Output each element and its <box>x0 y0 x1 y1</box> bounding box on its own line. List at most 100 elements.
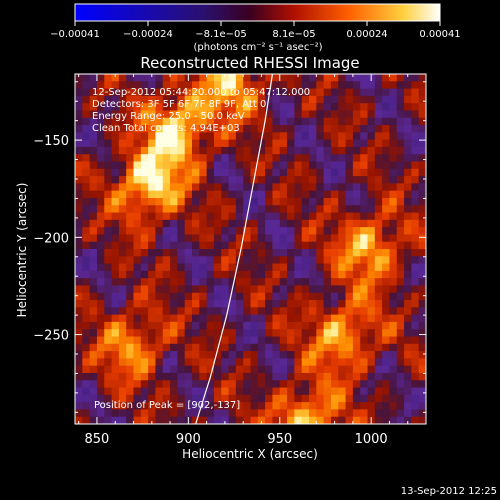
heatmap-cell <box>404 190 412 199</box>
heatmap-cell <box>316 110 325 119</box>
heatmap-cell <box>323 292 332 301</box>
heatmap-cell <box>279 219 288 228</box>
heatmap-cell <box>360 81 368 90</box>
heatmap-cell <box>316 241 325 250</box>
heatmap-cell <box>228 336 237 345</box>
heatmap-cell <box>360 278 368 286</box>
heatmap-cell <box>82 285 91 294</box>
heatmap-cell <box>301 351 310 359</box>
heatmap-cell <box>294 387 303 396</box>
heatmap-cell <box>272 263 281 272</box>
heatmap-cell <box>206 256 215 265</box>
heatmap-cell <box>75 314 83 323</box>
heatmap-cell <box>257 343 266 352</box>
heatmap-cell <box>396 387 405 396</box>
heatmap-cell <box>96 351 105 359</box>
heatmap-cell <box>162 358 171 367</box>
heatmap-cell <box>228 117 237 126</box>
heatmap-cell <box>345 212 354 221</box>
heatmap-cell <box>118 416 127 424</box>
heatmap-cell <box>294 139 303 148</box>
heatmap-cell <box>418 176 426 184</box>
heatmap-cell <box>309 285 317 294</box>
heatmap-cell <box>118 197 127 206</box>
heatmap-cell <box>316 336 325 345</box>
heatmap-cell <box>228 88 237 97</box>
heatmap-cell <box>243 161 251 170</box>
heatmap-cell <box>206 241 215 250</box>
heatmap-cell <box>170 394 178 403</box>
heatmap-cell <box>133 270 142 279</box>
heatmap-cell <box>75 74 83 82</box>
heatmap-cell <box>140 256 149 265</box>
heatmap-cell <box>309 307 317 316</box>
heatmap-cell <box>382 241 390 250</box>
heatmap-cell <box>345 249 354 257</box>
heatmap-cell <box>250 329 259 337</box>
heatmap-cell <box>345 168 354 177</box>
heatmap-cell <box>265 176 273 184</box>
heatmap-cell <box>184 351 193 359</box>
heatmap-cell <box>162 343 171 352</box>
heatmap-cell <box>287 190 295 199</box>
heatmap-cell <box>228 183 237 192</box>
heatmap-cell <box>301 227 310 235</box>
heatmap-cell <box>206 125 215 133</box>
heatmap-cell <box>133 358 142 367</box>
heatmap-cell <box>170 292 178 301</box>
heatmap-cell <box>221 278 230 286</box>
heatmap-cell <box>323 117 332 126</box>
heatmap-cell <box>162 263 171 272</box>
heatmap-cell <box>418 358 426 367</box>
heatmap-cell <box>199 336 208 345</box>
heatmap-cell <box>213 197 222 206</box>
heatmap-cell <box>257 81 266 90</box>
heatmap-cell <box>213 125 222 133</box>
heatmap-cell <box>82 394 91 403</box>
heatmap-cell <box>89 372 98 381</box>
heatmap-cell <box>184 380 193 389</box>
heatmap-cell <box>104 205 113 214</box>
heatmap-cell <box>330 292 339 301</box>
heatmap-cell <box>89 321 98 330</box>
heatmap-cell <box>155 117 164 126</box>
heatmap-cell <box>389 161 398 170</box>
heatmap-cell <box>235 88 244 97</box>
heatmap-cell <box>404 125 412 133</box>
heatmap-cell <box>330 183 339 192</box>
heatmap-cell <box>177 103 186 111</box>
heatmap-cell <box>396 416 405 424</box>
heatmap-cell <box>287 197 295 206</box>
heatmap-cell <box>345 154 354 162</box>
heatmap-cell <box>199 110 208 119</box>
heatmap-cell <box>213 380 222 389</box>
heatmap-cell <box>148 394 156 403</box>
heatmap-cell <box>235 81 244 90</box>
heatmap-cell <box>352 146 361 155</box>
heatmap-cell <box>228 154 237 162</box>
heatmap-cell <box>330 343 339 352</box>
heatmap-cell <box>89 88 98 97</box>
heatmap-cell <box>411 387 420 396</box>
heatmap-cell <box>199 212 208 221</box>
heatmap-cell <box>192 125 200 133</box>
heatmap-cell <box>133 117 142 126</box>
heatmap-cell <box>162 227 171 235</box>
heatmap-cell <box>418 278 426 286</box>
heatmap-cell <box>279 387 288 396</box>
heatmap-cell <box>213 146 222 155</box>
heatmap-cell <box>155 256 164 265</box>
heatmap-cell <box>199 380 208 389</box>
heatmap-cell <box>213 307 222 316</box>
heatmap-cell <box>272 387 281 396</box>
heatmap-cell <box>272 139 281 148</box>
heatmap-cell <box>367 263 376 272</box>
heatmap-cell <box>235 358 244 367</box>
heatmap-cell <box>140 263 149 272</box>
heatmap-cell <box>389 176 398 184</box>
heatmap-cell <box>279 146 288 155</box>
heatmap-cell <box>140 139 149 148</box>
heatmap-cell <box>221 103 230 111</box>
heatmap-cell <box>265 219 273 228</box>
heatmap-cell <box>257 321 266 330</box>
